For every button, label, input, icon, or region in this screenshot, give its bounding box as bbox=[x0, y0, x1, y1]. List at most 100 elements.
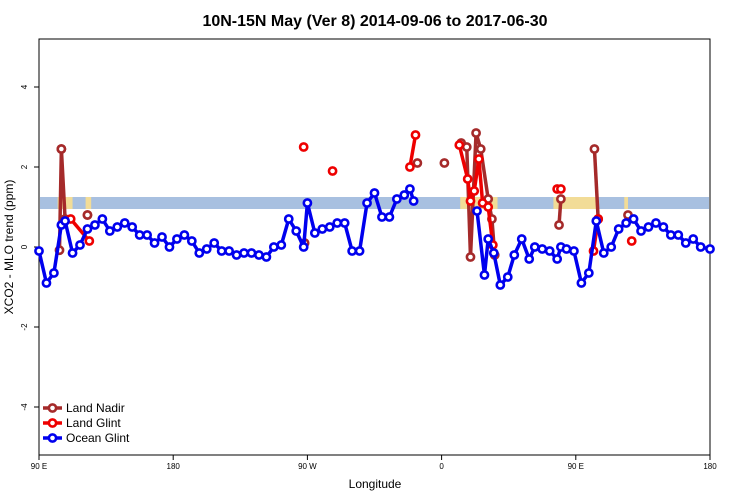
data-point bbox=[495, 280, 506, 290]
y-tick-label: -4 bbox=[20, 403, 29, 411]
data-point bbox=[529, 242, 540, 252]
data-point bbox=[201, 244, 212, 254]
data-point bbox=[583, 268, 594, 278]
data-point bbox=[516, 234, 527, 244]
data-point bbox=[104, 226, 115, 236]
x-tick-label: 180 bbox=[167, 462, 181, 471]
data-point bbox=[598, 248, 609, 258]
data-point bbox=[268, 242, 279, 252]
data-point bbox=[651, 218, 661, 228]
data-point bbox=[554, 220, 564, 230]
data-point bbox=[362, 198, 372, 208]
data-point bbox=[339, 218, 350, 228]
series-layer bbox=[34, 128, 715, 290]
data-point bbox=[643, 222, 654, 232]
data-point bbox=[56, 144, 67, 154]
data-point bbox=[302, 198, 313, 208]
y-tick-label: 4 bbox=[20, 84, 29, 89]
y-tick-label: 0 bbox=[20, 244, 29, 249]
data-point bbox=[90, 220, 100, 230]
data-point bbox=[405, 184, 415, 194]
x-axis-label: Longitude bbox=[349, 477, 402, 491]
data-point bbox=[283, 214, 294, 224]
x-tick-label: 180 bbox=[703, 462, 717, 471]
data-point bbox=[621, 218, 632, 228]
series-line bbox=[475, 210, 711, 287]
data-point bbox=[405, 162, 415, 172]
data-point bbox=[332, 218, 343, 228]
data-point bbox=[658, 222, 669, 232]
data-point bbox=[239, 248, 249, 258]
data-point bbox=[172, 234, 182, 244]
data-point bbox=[276, 240, 287, 250]
data-point bbox=[209, 238, 220, 248]
data-point bbox=[231, 250, 242, 260]
legend-marker bbox=[47, 433, 58, 443]
data-point bbox=[254, 250, 264, 260]
data-point bbox=[309, 228, 320, 238]
data-point bbox=[298, 142, 309, 152]
x-tick-label: 90 E bbox=[568, 462, 584, 471]
data-point bbox=[119, 218, 130, 228]
series-ocean-glint bbox=[34, 184, 715, 290]
data-point bbox=[473, 154, 484, 164]
data-point bbox=[475, 144, 486, 154]
data-point bbox=[75, 240, 85, 250]
series-land-glint bbox=[65, 130, 637, 256]
data-point bbox=[369, 188, 380, 198]
data-point bbox=[34, 246, 44, 256]
data-point bbox=[569, 246, 579, 256]
legend-marker bbox=[47, 403, 58, 413]
data-point bbox=[524, 254, 535, 264]
data-point bbox=[324, 222, 335, 232]
data-point bbox=[408, 196, 419, 206]
data-point bbox=[462, 174, 473, 184]
data-point bbox=[84, 236, 95, 246]
data-point bbox=[391, 194, 402, 204]
series-line bbox=[408, 134, 418, 168]
data-point bbox=[298, 242, 309, 252]
x-tick-label: 0 bbox=[439, 462, 444, 471]
data-point bbox=[347, 246, 358, 256]
data-point bbox=[461, 142, 472, 152]
data-point bbox=[261, 252, 272, 262]
land-highlight bbox=[624, 197, 628, 209]
data-point bbox=[439, 158, 450, 168]
data-point bbox=[502, 272, 513, 282]
data-point bbox=[164, 242, 175, 252]
data-point bbox=[194, 248, 205, 258]
data-point bbox=[149, 238, 160, 248]
data-point bbox=[705, 244, 715, 254]
y-tick-label: -2 bbox=[20, 323, 29, 331]
legend-label: Land Nadir bbox=[66, 401, 125, 415]
data-point bbox=[465, 196, 476, 206]
data-point bbox=[291, 226, 302, 236]
data-point bbox=[561, 244, 572, 254]
data-point bbox=[377, 212, 387, 222]
data-point bbox=[606, 242, 617, 252]
data-point bbox=[67, 248, 78, 258]
series-line bbox=[592, 148, 600, 220]
data-point bbox=[488, 248, 499, 258]
data-point bbox=[680, 238, 691, 248]
data-point bbox=[327, 166, 338, 176]
data-point bbox=[216, 246, 227, 256]
data-point bbox=[591, 216, 602, 226]
data-point bbox=[157, 232, 167, 242]
data-point bbox=[112, 222, 123, 232]
data-point bbox=[688, 234, 699, 244]
data-point bbox=[127, 222, 138, 232]
data-point bbox=[628, 214, 639, 224]
land-highlight bbox=[85, 197, 92, 209]
legend-marker bbox=[47, 418, 58, 428]
axes-layer: 90 E 180 90 W 0 90 E 180 -4 -2 0 2 4 bbox=[20, 84, 717, 471]
data-point bbox=[179, 230, 190, 240]
x-tick-label: 90 W bbox=[298, 462, 317, 471]
reference-band bbox=[40, 197, 709, 209]
data-point bbox=[695, 242, 706, 252]
data-point bbox=[410, 130, 421, 140]
y-axis-label: XCO2 - MLO trend (ppm) bbox=[2, 180, 16, 315]
data-point bbox=[41, 278, 52, 288]
